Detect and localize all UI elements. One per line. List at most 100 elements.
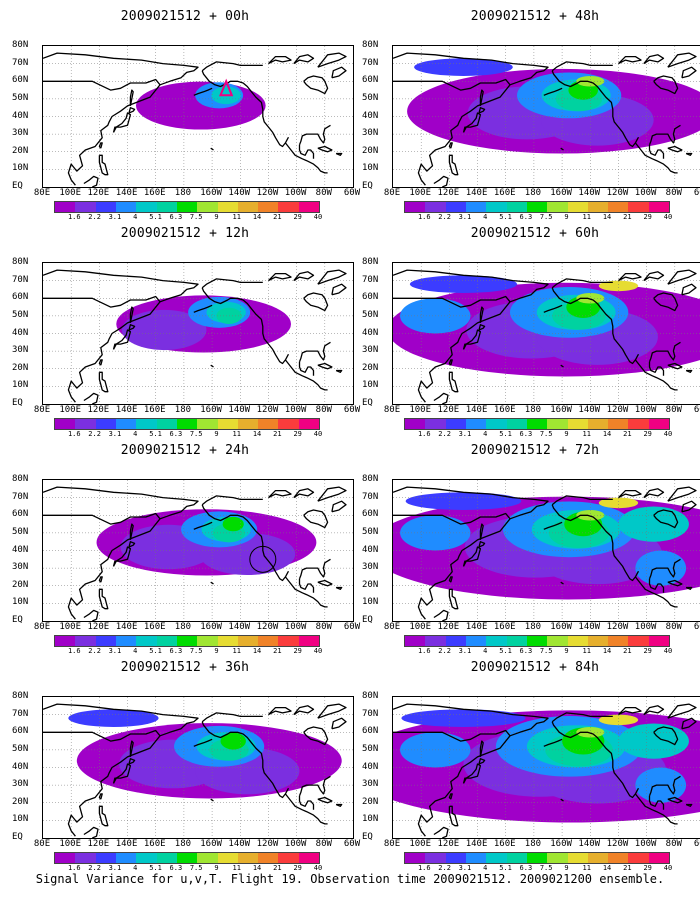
colorbar-swatch	[75, 419, 96, 429]
longitude-label: 140W	[578, 188, 601, 198]
colorbar-swatch	[547, 853, 568, 863]
colorbar-label: 3.1	[108, 647, 122, 655]
colorbar-label: 2.2	[438, 647, 451, 655]
coastline	[479, 89, 484, 107]
coastline	[129, 89, 134, 107]
coastline	[448, 588, 459, 610]
map-canvas	[393, 46, 700, 187]
coastline	[478, 758, 486, 765]
coastline	[653, 292, 679, 312]
coastline	[681, 283, 697, 296]
colorbar-swatch	[75, 636, 96, 646]
latitude-label: 70N	[12, 491, 29, 502]
colorbar-swatch	[486, 853, 507, 863]
colorbar-labels: 1.6 2.2 3.1 4 5.1 6.3 7.5 9 11 14 21 29 40	[404, 430, 672, 440]
colorbar-swatch	[587, 636, 609, 646]
coastline	[448, 576, 453, 583]
latitude-label: 70N	[362, 57, 379, 68]
latitude-label: 60N	[362, 726, 379, 737]
latitude-label: 10N	[12, 814, 29, 825]
colorbar-label: 21	[273, 864, 282, 872]
coastline	[303, 726, 329, 746]
longitude-label: 100E	[409, 839, 432, 849]
colorbar-label: 21	[623, 647, 632, 655]
longitude-label: 140E	[465, 622, 488, 632]
coastline	[98, 154, 109, 176]
coastline	[560, 147, 564, 151]
longitude-label: 160E	[493, 405, 516, 415]
colorbar-swatch	[258, 636, 279, 646]
longitude-label: 160E	[493, 188, 516, 198]
colorbar-label: 1.6	[417, 647, 431, 655]
colorbar-label: 6.3	[169, 647, 183, 655]
colorbar-labels: 1.6 2.2 3.1 4 5.1 6.3 7.5 9 11 14 21 29 40	[54, 647, 322, 657]
coastline	[317, 362, 333, 370]
longitude-label: 180	[174, 622, 192, 632]
coastline	[648, 795, 665, 810]
colorbar-swatch	[298, 853, 320, 863]
colorbar	[404, 418, 670, 430]
longitude-label: 80W	[665, 188, 682, 198]
latitude-label: 60N	[12, 509, 29, 520]
latitude-label: 50N	[12, 309, 29, 320]
latitude-label: 80N	[362, 40, 379, 50]
colorbar-label: 3.1	[458, 213, 472, 221]
coastline	[298, 558, 331, 579]
latitude-label: EQ	[12, 615, 23, 625]
colorbar-label: 40	[663, 430, 673, 438]
longitude-label: 160E	[143, 405, 166, 415]
coastline	[433, 175, 449, 187]
longitude-label: 100E	[409, 405, 432, 415]
latitude-label: 40N	[12, 761, 29, 772]
colorbar-swatch	[526, 419, 548, 429]
longitude-label: 80W	[665, 839, 682, 849]
colorbar-swatch	[55, 636, 76, 646]
colorbar-swatch	[608, 419, 629, 429]
coastline	[448, 142, 453, 149]
coastline	[648, 124, 681, 145]
colorbar-label: 4	[483, 647, 488, 655]
colorbar-swatch	[445, 419, 466, 429]
colorbar-swatch	[176, 419, 198, 429]
colorbar-label: 40	[313, 864, 323, 872]
colorbar-swatch	[136, 853, 157, 863]
longitude-label: 160W	[200, 839, 222, 849]
colorbar-swatch	[258, 853, 279, 863]
longitude-label: 160W	[550, 405, 572, 415]
coastline	[448, 371, 459, 393]
latitude-label: 30N	[12, 345, 29, 356]
colorbar-labels: 1.6 2.2 3.1 4 5.1 6.3 7.5 9 11 14 21 29 40	[54, 430, 322, 440]
longitude-label: 60W	[343, 188, 361, 198]
variance-map	[392, 45, 700, 188]
longitude-label: 120E	[437, 839, 460, 849]
coastline	[648, 558, 681, 579]
coastline	[448, 793, 453, 800]
coastline	[210, 798, 214, 802]
latitude-label: EQ	[362, 832, 373, 842]
latitude-label: 20N	[362, 796, 379, 807]
colorbar-swatch	[156, 419, 177, 429]
colorbar-swatch	[445, 636, 466, 646]
coastline	[317, 145, 333, 153]
colorbar-label: 5.1	[149, 864, 162, 872]
coastline	[201, 61, 263, 72]
coastline	[210, 364, 214, 368]
longitude-label: 80E	[383, 405, 401, 415]
map-canvas	[43, 697, 353, 838]
latitude-label: EQ	[12, 181, 23, 191]
colorbar-swatch	[506, 636, 527, 646]
colorbar-swatch	[465, 419, 487, 429]
colorbar-swatch	[425, 419, 446, 429]
coastline	[433, 392, 449, 404]
latitude-label: 10N	[362, 814, 379, 825]
coastline	[201, 278, 263, 289]
colorbar-swatch	[278, 853, 299, 863]
colorbar-label: 1.6	[417, 213, 431, 221]
longitude-label: 100E	[409, 622, 432, 632]
latitude-label: 10N	[12, 163, 29, 174]
coastline	[393, 486, 549, 520]
coastline	[433, 826, 449, 838]
longitude-label: 60W	[343, 622, 361, 632]
colorbar-swatch	[405, 853, 426, 863]
latitude-label: 80N	[12, 40, 29, 50]
